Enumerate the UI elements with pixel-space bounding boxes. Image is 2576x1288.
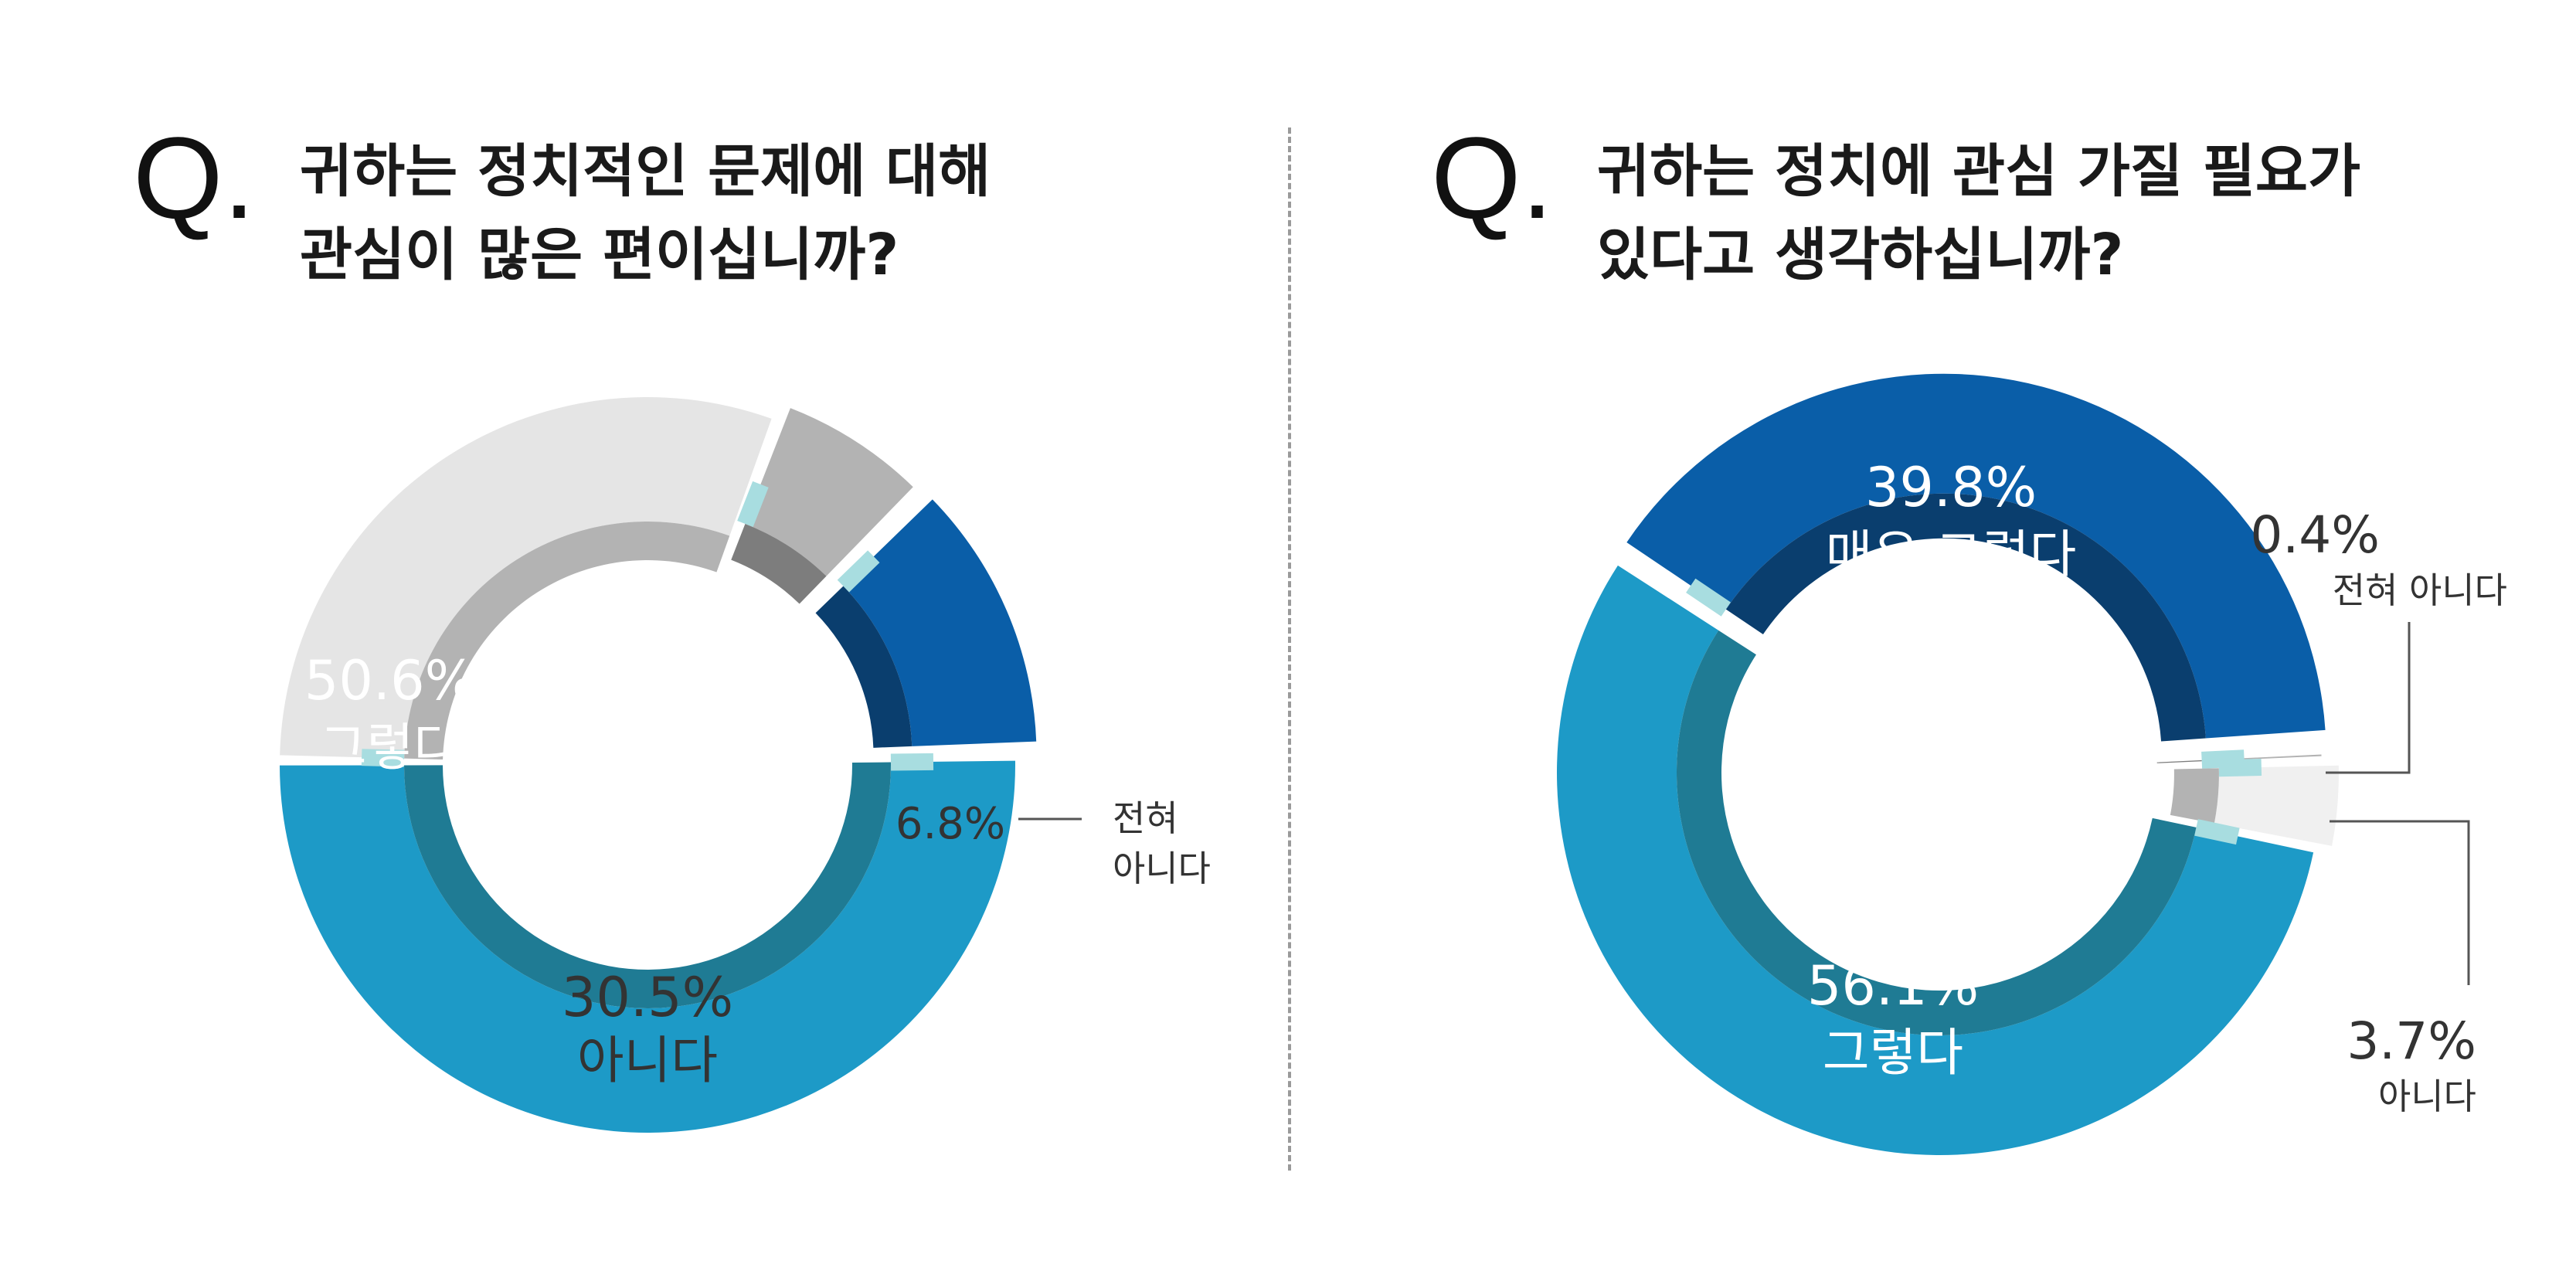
slice-label-2: 아니다 bbox=[2378, 1076, 2476, 1117]
slice-label-1: 그렇다 bbox=[320, 718, 460, 777]
slice-separator bbox=[1686, 578, 1731, 617]
slice-value-2: 3.7% bbox=[2347, 1011, 2476, 1071]
donut-slice bbox=[280, 397, 772, 759]
donut-slice bbox=[843, 499, 1037, 746]
donut-slice bbox=[745, 408, 913, 576]
slice-label-2: 아니다 bbox=[577, 1031, 718, 1090]
slice-label-0: 매우 bbox=[634, 583, 702, 626]
right-panel: Q. 귀하는 정치에 관심 가질 필요가 있다고 생각하십니까? bbox=[1288, 0, 2576, 1288]
question-line-1: 귀하는 정치에 관심 가질 필요가 bbox=[1597, 138, 2361, 205]
donut-inner-ring bbox=[404, 522, 730, 760]
slice-label-0: 매우 그렇다 bbox=[1826, 525, 2077, 584]
panel-divider bbox=[1288, 127, 1291, 1171]
donut-inner-ring bbox=[1677, 630, 2197, 1035]
question-mark-right: Q. bbox=[1431, 113, 1554, 243]
donut-inner-ring bbox=[404, 762, 891, 1008]
slice-value-3: 56.1% bbox=[1807, 954, 1979, 1018]
leader-line-1 bbox=[2326, 622, 2411, 774]
question-text-left: 귀하는 정치적인 문제에 대해 관심이 많은 편이십니까? bbox=[300, 130, 991, 297]
slice-separator bbox=[837, 550, 880, 593]
donut-slice bbox=[2214, 765, 2339, 846]
donut-inner-ring bbox=[731, 524, 827, 604]
question-line-2: 있다고 생각하십니까? bbox=[1597, 222, 2124, 288]
slice-value-3: 6.8% bbox=[895, 799, 1005, 849]
donut-inner-ring bbox=[1725, 493, 2206, 742]
donut-inner-ring bbox=[2170, 768, 2219, 824]
slice-separator bbox=[2194, 819, 2240, 845]
donut-slice bbox=[1626, 373, 2326, 739]
donut-inner-ring bbox=[2156, 760, 2202, 763]
slice-value-1: 50.6% bbox=[304, 649, 476, 712]
leader-line-2 bbox=[2330, 820, 2470, 985]
slice-separator bbox=[2218, 759, 2262, 777]
donut-slice bbox=[280, 760, 1015, 1133]
donut-slice bbox=[1557, 565, 2314, 1156]
slice-separator bbox=[2201, 749, 2245, 769]
slice-label-3: 아니다 bbox=[1113, 848, 1211, 889]
donut-inner-ring bbox=[815, 586, 912, 748]
slice-separator bbox=[737, 481, 769, 528]
question-mark-left: Q. bbox=[133, 113, 256, 243]
slice-separator bbox=[361, 749, 405, 767]
slice-separator bbox=[890, 753, 934, 771]
slice-value-1: 0.4% bbox=[2250, 505, 2380, 565]
slice-label-3: 그렇다 bbox=[1823, 1023, 1963, 1082]
slice-label-0: 그렇다 bbox=[617, 633, 719, 676]
question-line-1: 귀하는 정치적인 문제에 대해 bbox=[300, 138, 991, 205]
slice-value-0: 12.1% bbox=[600, 681, 738, 732]
question-text-right: 귀하는 정치에 관심 가질 필요가 있다고 생각하십니까? bbox=[1597, 130, 2360, 297]
slice-label-3: 전혀 bbox=[1113, 797, 1178, 839]
slice-label-1: 전혀 아니다 bbox=[2333, 569, 2507, 611]
slice-value-2: 30.5% bbox=[562, 966, 733, 1029]
left-panel: Q. 귀하는 정치적인 문제에 대해 관심이 많은 편이십니까? bbox=[133, 113, 991, 297]
question-line-2: 관심이 많은 편이십니까? bbox=[300, 222, 899, 288]
slice-value-0: 39.8% bbox=[1865, 456, 2037, 519]
